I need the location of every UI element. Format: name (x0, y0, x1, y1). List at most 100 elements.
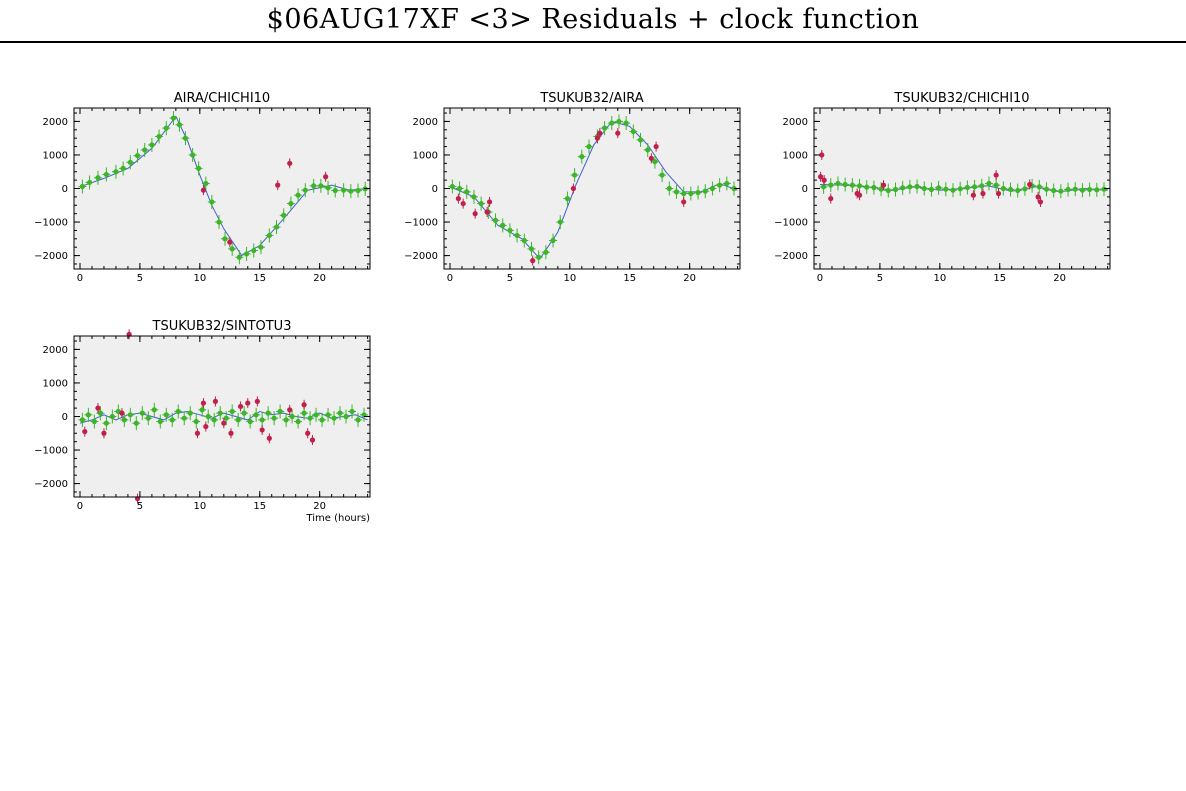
good-point (1092, 182, 1101, 197)
good-point (920, 181, 929, 196)
flagged-point (484, 206, 490, 217)
good-point (970, 179, 979, 194)
good-point (286, 196, 295, 211)
x-tick-label: 5 (507, 273, 513, 284)
good-point (264, 406, 273, 421)
flagged-point (309, 434, 316, 445)
good-point (318, 412, 327, 427)
good-point (905, 179, 914, 194)
x-tick-label: 20 (313, 501, 326, 512)
chart-svg: TSUKUB32/CHICHI10 0 5 10 15 20 −2000 −1000 0 1000… (774, 91, 1111, 284)
x-tick-label: 20 (1053, 273, 1066, 284)
good-point (102, 167, 111, 182)
flagged-point (1035, 191, 1041, 202)
good-point (607, 116, 616, 131)
flagged-point (227, 237, 233, 248)
flagged-point (266, 433, 272, 444)
flagged-point (101, 428, 107, 439)
good-point (126, 155, 135, 170)
flagged-point (819, 149, 825, 160)
y-tick-label: 2000 (43, 117, 68, 128)
good-point (701, 184, 710, 199)
flagged-point (301, 399, 307, 410)
y-tick-label: −1000 (404, 218, 438, 229)
flagged-point (200, 398, 207, 409)
y-tick-label: 0 (802, 184, 808, 195)
good-point (150, 402, 159, 417)
flagged-point (254, 396, 260, 407)
chart-svg: TSUKUB32/SINTOTU3 0 5 10 15 20 −2000 −1000 0 1000… (34, 319, 371, 524)
good-point (1071, 182, 1080, 197)
plot-area (444, 108, 740, 269)
good-point (339, 183, 348, 198)
good-point (614, 114, 623, 129)
flagged-point (821, 175, 827, 186)
good-point (174, 404, 183, 419)
flagged-point (980, 188, 986, 199)
flagged-point (880, 180, 887, 191)
y-tick-label: 1000 (43, 150, 68, 161)
good-point (949, 183, 958, 198)
good-point (672, 184, 681, 199)
good-point (855, 178, 864, 193)
good-point (848, 178, 857, 193)
good-point (140, 142, 149, 157)
good-point (194, 161, 203, 176)
good-point (138, 406, 147, 421)
good-point (331, 183, 340, 198)
good-point (93, 170, 102, 185)
y-tick-label: 1000 (783, 150, 808, 161)
good-point (180, 411, 189, 426)
good-point (927, 182, 936, 197)
good-point (220, 231, 229, 246)
good-point (85, 175, 94, 190)
good-point (541, 245, 550, 260)
good-point (336, 406, 345, 421)
good-point (168, 412, 177, 427)
good-point (708, 181, 717, 196)
good-point (252, 407, 261, 422)
x-tick-label: 15 (623, 273, 636, 284)
good-point (132, 416, 141, 431)
good-point (513, 228, 522, 243)
good-point (240, 406, 249, 421)
good-point (891, 182, 900, 197)
flagged-point (194, 428, 201, 439)
good-point (722, 176, 731, 191)
good-point (235, 250, 244, 265)
good-point (111, 164, 120, 179)
y-tick-label: −2000 (404, 251, 438, 262)
y-tick-label: 2000 (413, 117, 438, 128)
good-point (84, 407, 93, 422)
x-axis-label: Time (hours) (305, 513, 370, 524)
good-point (147, 137, 156, 152)
good-point (448, 179, 457, 194)
flagged-point (200, 185, 207, 196)
good-point (1085, 182, 1094, 197)
good-point (549, 233, 558, 248)
y-tick-label: −1000 (34, 446, 68, 457)
flagged-point (455, 193, 461, 204)
good-point (694, 185, 703, 200)
good-point (301, 183, 310, 198)
good-point (898, 180, 907, 195)
good-point (228, 241, 237, 256)
x-tick-label: 0 (77, 501, 83, 512)
flagged-point (287, 404, 293, 415)
flagged-point (615, 128, 621, 139)
flagged-point (305, 428, 311, 439)
x-tick-label: 10 (563, 273, 576, 284)
good-point (120, 412, 129, 427)
good-point (102, 416, 111, 431)
good-point (242, 246, 251, 261)
good-point (210, 412, 219, 427)
good-point (354, 412, 363, 427)
good-point (186, 406, 195, 421)
x-tick-label: 5 (137, 273, 143, 284)
good-point (108, 409, 117, 424)
y-tick-label: 1000 (413, 150, 438, 161)
flagged-point (228, 428, 234, 439)
good-point (265, 228, 274, 243)
good-point (869, 180, 878, 195)
good-point (155, 129, 164, 144)
